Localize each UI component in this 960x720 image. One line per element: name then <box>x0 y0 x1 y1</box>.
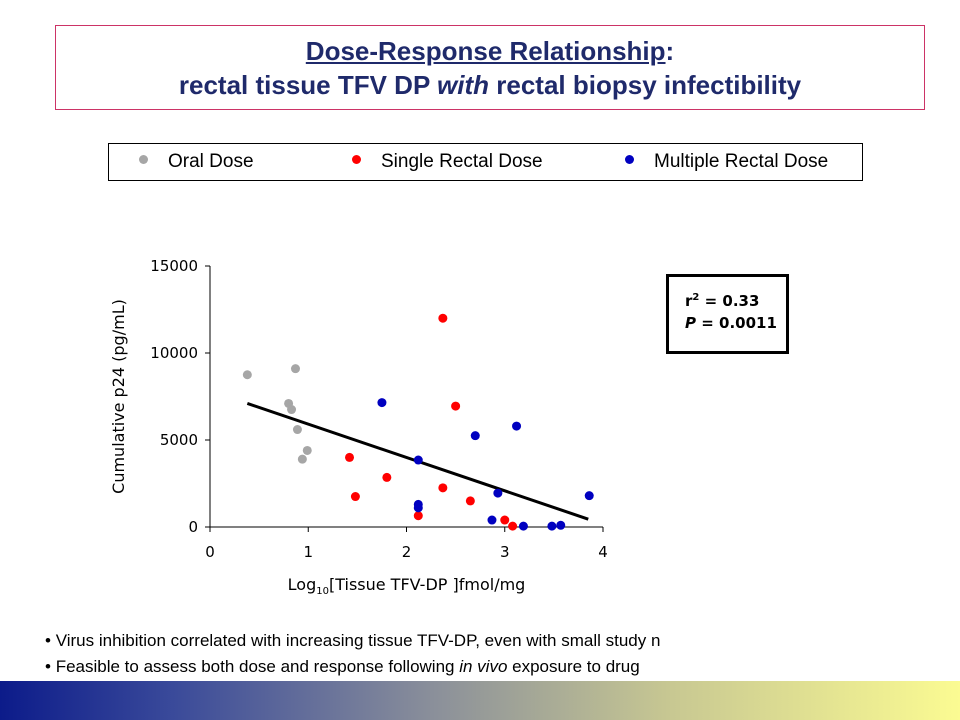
x-axis-label: Log10[Tissue TFV-DP ]fmol/mg <box>288 575 526 597</box>
data-point <box>413 511 423 521</box>
bullet-1-text: Virus inhibition correlated with increas… <box>55 631 661 650</box>
chart-legend: Oral Dose Single Rectal Dose Multiple Re… <box>108 143 863 181</box>
data-point <box>413 503 423 513</box>
legend-marker-single-rectal <box>352 155 361 165</box>
r-squared-value: = 0.33 <box>699 292 760 310</box>
data-point <box>382 472 392 482</box>
legend-label-oral: Oral Dose <box>168 151 254 172</box>
data-point <box>512 421 522 431</box>
data-point <box>413 455 423 465</box>
legend-marker-multiple-rectal <box>625 155 634 165</box>
data-point <box>345 452 355 462</box>
data-point <box>350 492 360 502</box>
data-point <box>438 313 448 323</box>
legend-item-oral: Oral Dose <box>139 151 254 173</box>
y-tick-label: 10000 <box>150 344 198 362</box>
data-point <box>465 496 475 506</box>
title-underlined: Dose-Response Relationship <box>305 36 666 66</box>
bullet-2-text-italic: in vivo <box>459 657 508 676</box>
legend-marker-oral <box>139 155 148 165</box>
data-point <box>508 521 518 531</box>
r-squared-line: r2 = 0.33 <box>685 287 786 312</box>
title-line-1: Dose-Response Relationship: <box>56 34 924 68</box>
x-axis-label-pre: Log <box>288 575 317 594</box>
x-tick-label: 3 <box>500 543 510 561</box>
y-tick-label: 15000 <box>150 257 198 275</box>
bullet-2-text-pre: Feasible to assess both dose and respons… <box>55 657 460 676</box>
bullet-2-text-post: exposure to drug <box>507 657 640 676</box>
bullet-item-2: • Feasible to assess both dose and respo… <box>45 657 640 676</box>
y-tick-label: 5000 <box>160 431 198 449</box>
data-point <box>556 520 566 530</box>
r-superscript: 2 <box>692 292 700 303</box>
title-line2-italic: with <box>437 70 490 100</box>
data-point <box>292 425 302 435</box>
x-tick-label: 4 <box>598 543 608 561</box>
data-point <box>377 398 387 408</box>
data-point <box>287 405 297 415</box>
p-value: = 0.0011 <box>696 314 777 332</box>
legend-label-multiple-rectal: Multiple Rectal Dose <box>654 151 829 172</box>
y-tick-label: 0 <box>188 518 198 536</box>
title-colon: : <box>665 36 675 66</box>
data-point <box>451 401 461 411</box>
data-point <box>487 515 497 525</box>
data-point <box>547 521 557 531</box>
legend-item-single-rectal: Single Rectal Dose <box>352 151 543 173</box>
data-point <box>438 483 448 493</box>
footer-gradient-bar <box>0 681 960 720</box>
data-point <box>470 431 480 441</box>
p-label: P <box>685 314 696 332</box>
title-line2-post: rectal biopsy infectibility <box>489 70 802 100</box>
x-tick-label: 0 <box>205 543 215 561</box>
legend-item-multiple-rectal: Multiple Rectal Dose <box>625 151 828 173</box>
data-point <box>493 488 503 498</box>
data-point <box>518 521 528 531</box>
title-line-2: rectal tissue TFV DP with rectal biopsy … <box>56 68 924 102</box>
data-point <box>290 364 300 374</box>
bullet-item-1: • Virus inhibition correlated with incre… <box>45 631 661 650</box>
stats-box: r2 = 0.33 P = 0.0011 <box>666 274 789 354</box>
x-axis-label-subscript: 10 <box>316 586 329 597</box>
x-axis-label-post: [Tissue TFV-DP ]fmol/mg <box>329 575 525 594</box>
x-tick-label: 1 <box>303 543 313 561</box>
title-line2-pre: rectal tissue TFV DP <box>178 70 438 100</box>
data-point <box>584 491 594 501</box>
y-axis-label: Cumulative p24 (pg/mL) <box>109 299 128 494</box>
legend-label-single-rectal: Single Rectal Dose <box>381 151 543 172</box>
data-point <box>297 454 307 464</box>
bullet-list: • Virus inhibition correlated with incre… <box>45 628 950 680</box>
x-tick-label: 2 <box>402 543 412 561</box>
data-point <box>500 515 510 525</box>
p-value-line: P = 0.0011 <box>685 312 786 334</box>
title-box: Dose-Response Relationship: rectal tissu… <box>55 25 925 110</box>
data-point <box>242 370 252 380</box>
data-point <box>302 445 312 455</box>
r-label: r <box>685 292 693 310</box>
